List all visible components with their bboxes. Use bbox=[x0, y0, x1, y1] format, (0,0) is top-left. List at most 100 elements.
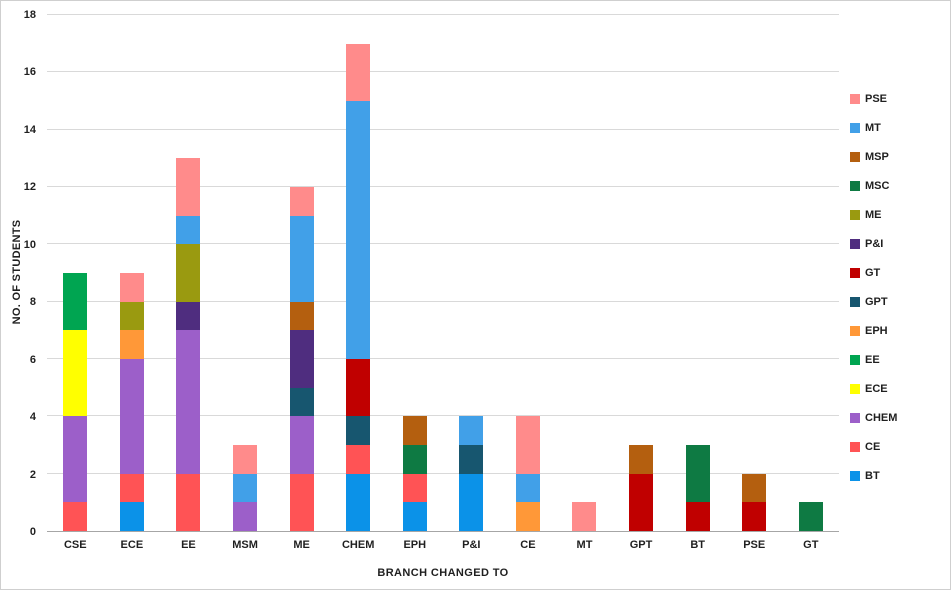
bar-segment bbox=[119, 330, 144, 360]
legend-label: MT bbox=[865, 122, 881, 134]
legend-label: EPH bbox=[865, 325, 888, 337]
bar-segment bbox=[119, 273, 144, 302]
gridline bbox=[47, 128, 839, 130]
bar-segment bbox=[119, 502, 144, 531]
bar-segment bbox=[346, 445, 371, 474]
bar-column bbox=[726, 15, 783, 531]
bar-column bbox=[783, 15, 840, 531]
bar-segment bbox=[346, 101, 371, 360]
bar-column bbox=[386, 15, 443, 531]
legend-swatch bbox=[850, 181, 860, 191]
bar-segment bbox=[63, 330, 88, 417]
legend-swatch bbox=[850, 442, 860, 452]
y-tick-label: 6 bbox=[29, 353, 36, 366]
legend-swatch bbox=[850, 384, 860, 394]
bar-segment bbox=[176, 215, 201, 245]
legend-item: MSP bbox=[850, 151, 897, 163]
gridline bbox=[47, 14, 839, 15]
legend-label: CHEM bbox=[865, 412, 898, 424]
legend-item: PSE bbox=[850, 93, 897, 105]
legend-label: CE bbox=[865, 441, 881, 453]
stacked-bar bbox=[572, 15, 597, 531]
x-tick-label: ECE bbox=[120, 539, 144, 551]
bar-segment bbox=[685, 445, 710, 503]
bar-segment bbox=[289, 301, 314, 331]
legend-swatch bbox=[850, 239, 860, 249]
gridline bbox=[47, 358, 839, 359]
stacked-bar bbox=[402, 15, 427, 531]
legend-label: ECE bbox=[865, 383, 888, 395]
legend-item: MSC bbox=[850, 180, 897, 192]
y-tick-label: 18 bbox=[23, 9, 36, 21]
y-tick-label: 8 bbox=[29, 296, 36, 309]
bar-column bbox=[443, 15, 500, 531]
gridline bbox=[47, 71, 839, 73]
legend-item: GT bbox=[850, 267, 897, 279]
legend: PSE MT MSP MSC ME P&I GT GPT EPH EE ECE CHEM CE BT bbox=[850, 93, 897, 482]
bar-segment bbox=[402, 473, 427, 503]
y-tick-label: 4 bbox=[29, 411, 36, 424]
bar-segment bbox=[629, 473, 654, 531]
bar-segment bbox=[459, 416, 484, 446]
bar-segment bbox=[289, 387, 314, 417]
bar-segment bbox=[798, 502, 823, 531]
stacked-bar bbox=[459, 15, 484, 531]
bar-segment bbox=[515, 473, 540, 503]
bar-segment bbox=[289, 330, 314, 388]
bar-segment bbox=[63, 416, 88, 503]
stacked-bar bbox=[629, 15, 654, 531]
legend-swatch bbox=[850, 326, 860, 336]
stacked-bar bbox=[685, 15, 710, 531]
gridline bbox=[47, 186, 839, 187]
bar-segment bbox=[346, 416, 371, 446]
legend-label: P&I bbox=[865, 238, 884, 250]
legend-label: MSC bbox=[865, 180, 890, 192]
y-tick-label: 16 bbox=[23, 66, 36, 79]
legend-item: ME bbox=[850, 209, 897, 221]
x-tick-label: ME bbox=[293, 539, 310, 551]
legend-swatch bbox=[850, 413, 860, 423]
stacked-bar bbox=[515, 15, 540, 531]
stacked-bar bbox=[233, 15, 258, 531]
bar-segment bbox=[459, 445, 484, 474]
legend-item: EE bbox=[850, 354, 897, 366]
bar-column bbox=[556, 15, 613, 531]
legend-label: MSP bbox=[865, 151, 889, 163]
x-tick-label: EPH bbox=[403, 539, 427, 551]
bar-column bbox=[669, 15, 726, 531]
bar-segment bbox=[289, 473, 314, 531]
bar-segment bbox=[289, 416, 314, 474]
bar-column bbox=[160, 15, 217, 531]
x-tick-label: EE bbox=[181, 539, 196, 551]
bar-column bbox=[217, 15, 274, 531]
bar-column bbox=[500, 15, 557, 531]
legend-label: EE bbox=[865, 354, 880, 366]
bar-segment bbox=[233, 502, 258, 531]
bar-segment bbox=[289, 215, 314, 302]
x-tick-label: MSM bbox=[232, 539, 258, 551]
stacked-bar bbox=[289, 15, 314, 531]
legend-label: GT bbox=[865, 267, 881, 279]
legend-swatch bbox=[850, 268, 860, 278]
stacked-bar bbox=[798, 15, 823, 531]
bar-segment bbox=[572, 502, 597, 531]
y-tick-label: 12 bbox=[23, 181, 36, 194]
x-axis-title: BRANCH CHANGED TO bbox=[377, 567, 509, 579]
bar-column bbox=[330, 15, 387, 531]
bar-segment bbox=[402, 445, 427, 474]
gridline bbox=[47, 300, 839, 302]
legend-label: GPT bbox=[865, 296, 888, 308]
legend-item: CE bbox=[850, 441, 897, 453]
gridline bbox=[47, 472, 839, 474]
legend-swatch bbox=[850, 210, 860, 220]
x-tick-label: P&I bbox=[462, 539, 481, 551]
gridlines bbox=[47, 14, 839, 531]
stacked-bar bbox=[346, 15, 371, 531]
x-tick-labels: CSE ECE EE MSM ME CHEM EPH P&I CE MT GPT BT PSE GT bbox=[47, 539, 839, 551]
legend-label: ME bbox=[865, 209, 882, 221]
bar-segment bbox=[685, 502, 710, 531]
bar-segment bbox=[515, 502, 540, 531]
plot-area bbox=[47, 14, 840, 532]
x-tick-label: CE bbox=[520, 539, 536, 551]
